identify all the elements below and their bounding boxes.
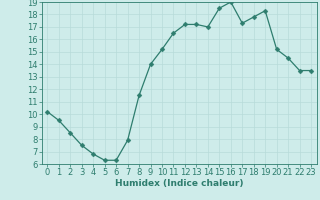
X-axis label: Humidex (Indice chaleur): Humidex (Indice chaleur) (115, 179, 244, 188)
